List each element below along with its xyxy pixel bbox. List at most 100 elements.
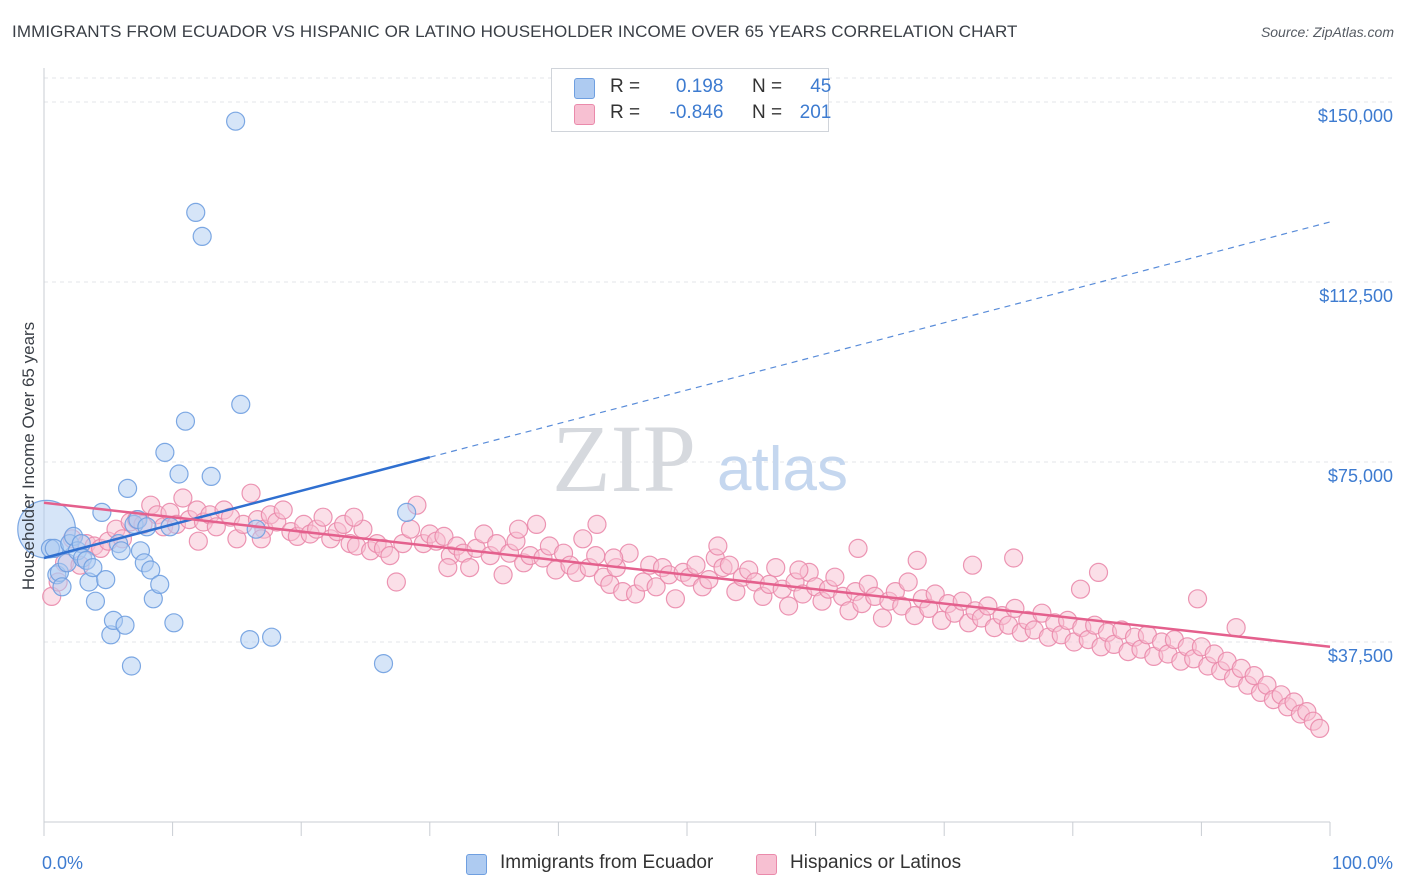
ecuador-point <box>175 411 196 431</box>
legend-stats-hispanics: R = -0.846 N = 201 <box>610 102 831 124</box>
hispanics-point <box>766 557 786 578</box>
hispanics-point <box>508 519 529 539</box>
hispanics-point <box>400 519 421 539</box>
series-ecuador-points <box>17 111 417 676</box>
hispanics-point <box>188 531 208 551</box>
series-legend: Immigrants from Ecuador Hispanics or Lat… <box>0 852 1406 878</box>
hispanics-point <box>313 507 333 527</box>
legend-n-value: 45 <box>810 76 832 97</box>
x-tick-labels: 0.0% 100.0% <box>42 853 1393 873</box>
hispanics-point <box>789 560 809 580</box>
hispanics-point <box>962 555 983 575</box>
hispanics-point <box>573 529 593 549</box>
hispanics-point <box>241 483 261 503</box>
legend-stats-ecuador: R = 0.198 N = 45 <box>610 76 831 98</box>
ecuador-point <box>92 502 112 523</box>
hispanics-point <box>1070 579 1091 599</box>
hispanics-point <box>380 545 400 566</box>
y-tick-label: $75,000 <box>1328 466 1393 486</box>
legend-swatch-ecuador <box>466 854 487 875</box>
ecuador-point <box>373 653 394 674</box>
hispanics-point <box>1088 562 1109 583</box>
hispanics-point <box>1244 665 1264 686</box>
chart-title: IMMIGRANTS FROM ECUADOR VS HISPANIC OR L… <box>12 22 1018 41</box>
ecuador-point <box>192 226 212 246</box>
y-tick-label: $112,500 <box>1319 286 1393 306</box>
hispanics-point <box>273 500 293 520</box>
hispanics-point <box>1004 548 1024 568</box>
hispanics-point <box>778 596 799 616</box>
hispanics-point <box>646 577 666 597</box>
legend-r-label: R = <box>610 102 641 123</box>
ecuador-point <box>115 615 135 635</box>
hispanics-point <box>825 567 845 587</box>
hispanics-point <box>173 488 193 508</box>
legend-r-value: 0.198 <box>675 76 724 97</box>
legend-swatch-ecuador <box>574 78 595 99</box>
ecuador-point <box>186 202 206 222</box>
correlation-legend: R = 0.198 N = 45 R = -0.846 N = 201 <box>551 68 831 132</box>
ecuador-point <box>155 442 175 462</box>
ecuador-point <box>85 591 106 611</box>
hispanics-point <box>474 524 494 544</box>
hispanics-point <box>848 538 868 559</box>
hispanics-point <box>898 572 918 592</box>
hispanics-point <box>1226 617 1246 638</box>
hispanics-point <box>604 548 624 568</box>
ecuador-point <box>117 478 138 498</box>
ecuador-point <box>83 557 103 578</box>
watermark: ZIP atlas <box>552 405 848 512</box>
watermark-atlas: atlas <box>717 435 848 504</box>
ecuador-point <box>164 613 184 633</box>
watermark-zip: ZIP <box>552 405 696 512</box>
legend-r-value: -0.846 <box>669 102 724 123</box>
hispanics-point <box>665 589 686 609</box>
legend-swatch-hispanics <box>756 854 777 875</box>
ecuador-point <box>111 541 131 561</box>
axes <box>43 68 1331 836</box>
ecuador-point <box>150 574 170 595</box>
hispanics-point <box>978 596 998 616</box>
hispanics-point <box>719 555 740 575</box>
legend-n-value: 201 <box>799 102 832 123</box>
hispanics-point <box>526 514 547 535</box>
y-tick-label: $150,000 <box>1318 106 1393 126</box>
legend-swatch-hispanics <box>574 104 595 125</box>
trend-lines <box>43 221 1331 649</box>
ecuador-point <box>240 629 260 650</box>
legend-n-label: N = <box>751 76 783 97</box>
legend-n-label: N = <box>751 102 783 123</box>
hispanics-point <box>434 526 454 547</box>
y-tick-label: $37,500 <box>1328 646 1393 666</box>
hispanics-point <box>587 514 607 535</box>
hispanics-point <box>699 569 719 590</box>
legend-label-ecuador: Immigrants from Ecuador <box>500 852 714 873</box>
ecuador-point <box>96 569 116 590</box>
ecuador-point <box>201 466 221 486</box>
hispanics-point <box>438 557 458 578</box>
ecuador-point <box>262 627 282 647</box>
ecuador-point <box>141 560 161 580</box>
ecuador-point <box>226 111 246 131</box>
hispanics-point <box>1310 718 1330 739</box>
hispanics-point <box>586 545 606 566</box>
hispanics-point <box>386 572 406 592</box>
hispanics-point <box>1187 589 1208 609</box>
hispanics-point <box>872 608 893 628</box>
hispanics-point <box>708 536 728 556</box>
hispanics-point <box>460 557 480 578</box>
hispanics-point <box>892 596 912 616</box>
series-hispanics-points <box>42 483 1330 739</box>
hispanics-point <box>344 507 364 527</box>
hispanics-point <box>493 565 513 585</box>
x-tick-label-max: 100.0% <box>1332 853 1393 873</box>
legend-label-hispanics: Hispanics or Latinos <box>790 852 962 873</box>
y-tick-labels: $37,500 $75,000 $112,500 $150,000 <box>1318 106 1393 666</box>
ecuador-point <box>246 519 266 539</box>
ecuador-point <box>52 577 72 597</box>
ecuador-point <box>169 464 189 484</box>
y-axis-label: Householder Income Over 65 years <box>19 322 38 590</box>
x-tick-label-min: 0.0% <box>42 853 83 873</box>
chart-source: Source: ZipAtlas.com <box>1260 24 1394 40</box>
